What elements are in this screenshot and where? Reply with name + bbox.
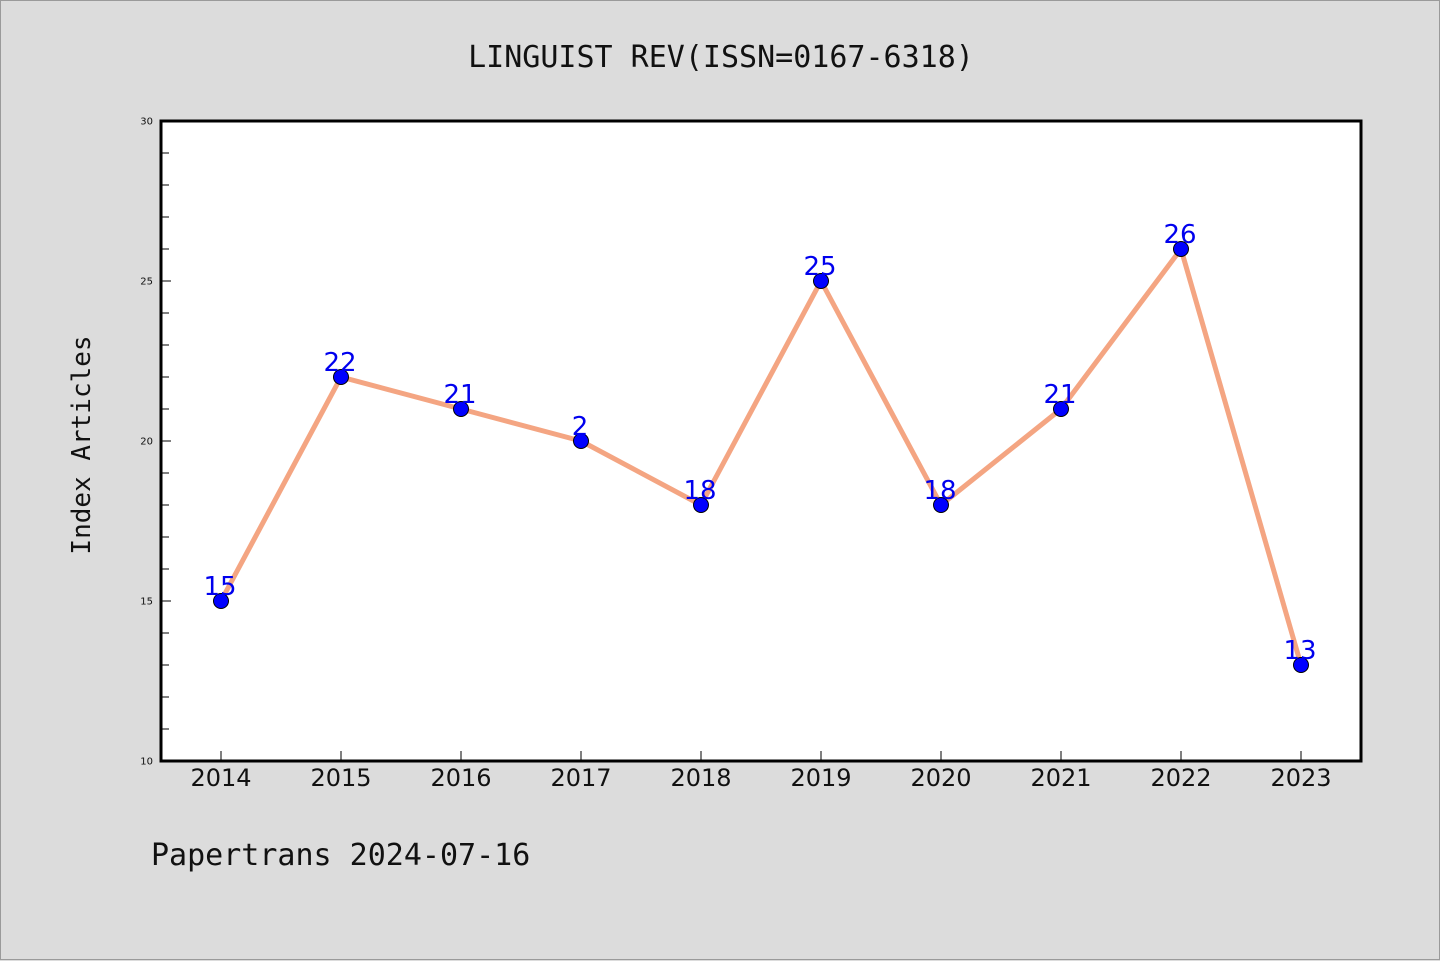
x-tick-label: 2022: [1150, 764, 1211, 792]
series-markers: [213, 241, 1309, 673]
data-point: [213, 593, 229, 609]
data-point: [933, 497, 949, 513]
data-label: 21: [443, 380, 476, 410]
x-tick-label: 2021: [1030, 764, 1091, 792]
plot-area: [159, 119, 1363, 763]
data-point: [1293, 657, 1309, 673]
data-label: 26: [1163, 220, 1196, 250]
data-label: 21: [1043, 380, 1076, 410]
x-tick-label: 2018: [670, 764, 731, 792]
chart-title: LINGUIST REV(ISSN=0167-6318): [468, 40, 974, 75]
y-tick-label: 20: [140, 437, 153, 448]
data-point: [573, 433, 589, 449]
footer-date-stamp: Papertrans 2024-07-16: [151, 838, 530, 873]
x-tick-label: 2015: [310, 764, 371, 792]
x-tick-label: 2023: [1270, 764, 1331, 792]
y-tick-label: 30: [140, 117, 153, 128]
series-line: [218, 246, 1304, 668]
data-point: [813, 273, 829, 289]
y-axis-ticks: [161, 120, 171, 762]
x-tick-label: 2017: [550, 764, 611, 792]
data-label: 2: [572, 412, 589, 442]
y-tick-label: 15: [140, 597, 153, 608]
data-label: 25: [803, 252, 836, 282]
x-tick-label: 2014: [190, 764, 251, 792]
data-label: 18: [923, 476, 956, 506]
x-axis-ticks: [220, 751, 1302, 761]
data-label: 22: [323, 348, 356, 378]
data-point: [693, 497, 709, 513]
data-label: 18: [683, 476, 716, 506]
data-label: 13: [1283, 636, 1316, 666]
y-axis-tick-labels: 10 15 20 25 30: [140, 117, 153, 768]
data-point: [453, 401, 469, 417]
data-point: [333, 369, 349, 385]
x-tick-label: 2020: [910, 764, 971, 792]
y-axis-label: Index Articles: [67, 335, 97, 554]
series-lines: [218, 246, 1304, 668]
x-tick-label: 2019: [790, 764, 851, 792]
x-axis-tick-labels: 2014 2015 2016 2017 2018 2019 2020 2021 2022 2023: [190, 764, 1331, 792]
data-point: [1173, 241, 1189, 257]
data-point: [1053, 401, 1069, 417]
data-labels: 15 22 21 2 18 25 18 21 26 13: [203, 220, 1316, 666]
x-tick-label: 2016: [430, 764, 491, 792]
y-tick-label: 25: [140, 277, 153, 288]
data-label: 15: [203, 572, 236, 602]
y-tick-label: 10: [140, 757, 153, 768]
